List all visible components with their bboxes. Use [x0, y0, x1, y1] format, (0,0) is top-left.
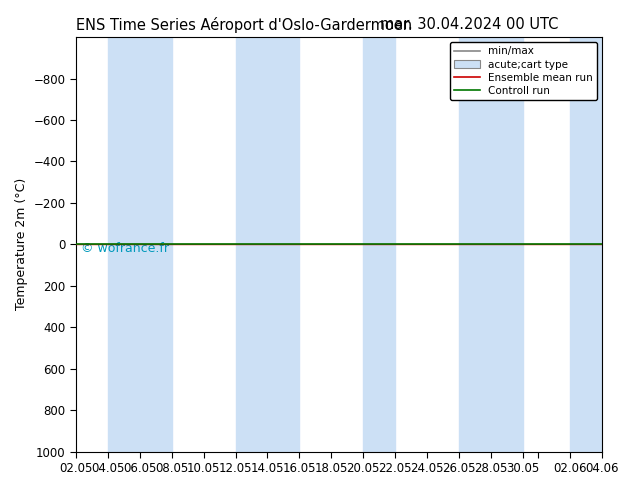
Bar	[571, 37, 602, 452]
Y-axis label: Temperature 2m (°C): Temperature 2m (°C)	[15, 178, 28, 311]
Legend: min/max, acute;cart type, Ensemble mean run, Controll run: min/max, acute;cart type, Ensemble mean …	[450, 42, 597, 100]
Text: mar. 30.04.2024 00 UTC: mar. 30.04.2024 00 UTC	[380, 17, 558, 32]
Bar	[108, 37, 172, 452]
Text: © wofrance.fr: © wofrance.fr	[81, 242, 169, 255]
Bar	[363, 37, 395, 452]
Bar	[236, 37, 299, 452]
Bar	[459, 37, 522, 452]
Text: ENS Time Series Aéroport d'Oslo-Gardermoen: ENS Time Series Aéroport d'Oslo-Gardermo…	[76, 17, 412, 33]
